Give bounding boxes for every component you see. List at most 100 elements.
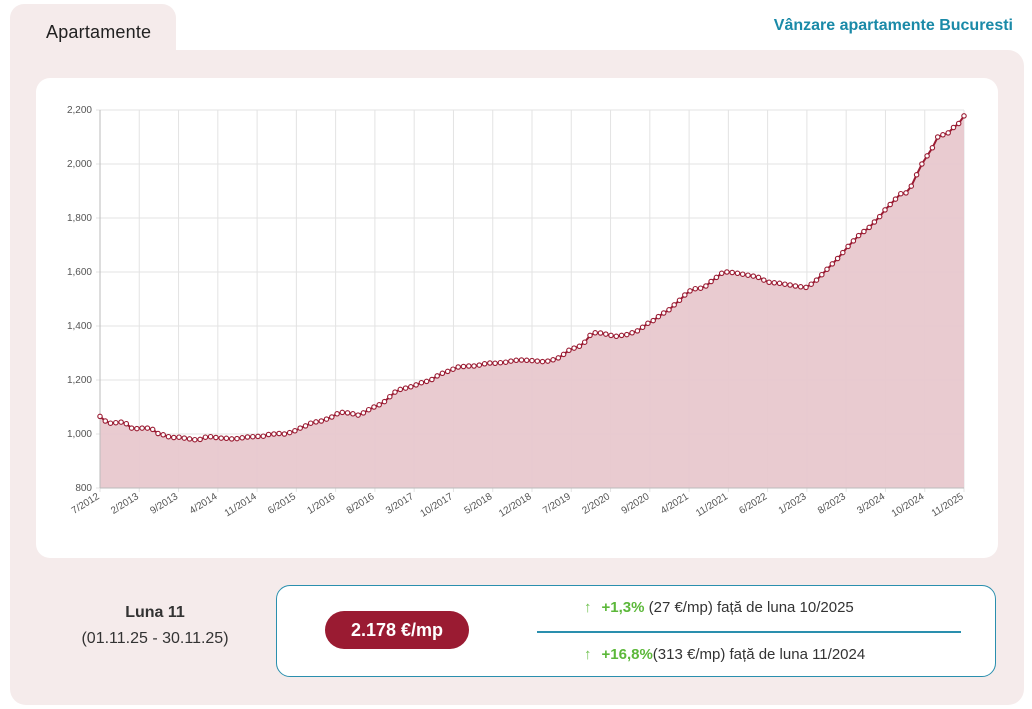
data-point bbox=[660, 310, 667, 316]
data-point bbox=[718, 270, 725, 277]
data-point bbox=[165, 433, 172, 440]
data-point bbox=[834, 255, 841, 262]
data-point bbox=[850, 238, 857, 244]
data-point bbox=[887, 201, 893, 208]
data-point bbox=[513, 357, 519, 364]
data-point bbox=[903, 190, 909, 196]
data-point bbox=[476, 362, 483, 368]
x-tick-label: 7/2019 bbox=[541, 491, 573, 517]
data-point bbox=[950, 124, 957, 131]
data-point bbox=[713, 274, 720, 281]
data-point bbox=[276, 430, 282, 437]
x-tick-label: 11/2014 bbox=[223, 491, 259, 519]
data-point bbox=[107, 420, 114, 426]
data-point bbox=[97, 413, 103, 420]
data-point bbox=[776, 280, 783, 287]
x-tick-label: 2/2013 bbox=[109, 491, 141, 517]
apartamente-tab[interactable]: Apartamente bbox=[10, 4, 176, 56]
data-point bbox=[118, 419, 124, 425]
data-point bbox=[497, 359, 504, 366]
data-point bbox=[739, 271, 746, 277]
y-tick-label: 2,000 bbox=[67, 159, 92, 170]
data-point bbox=[297, 425, 303, 431]
data-point bbox=[666, 307, 672, 313]
data-point bbox=[144, 425, 151, 431]
data-point bbox=[455, 364, 461, 370]
x-tick-label: 3/2017 bbox=[384, 491, 416, 517]
x-tick-label: 1/2023 bbox=[777, 491, 809, 517]
data-point bbox=[750, 273, 757, 279]
data-point bbox=[708, 278, 714, 285]
x-tick-label: 5/2018 bbox=[463, 491, 495, 517]
data-point bbox=[329, 414, 335, 420]
data-point bbox=[824, 266, 830, 273]
data-point bbox=[908, 183, 915, 189]
x-tick-label: 9/2013 bbox=[148, 491, 180, 517]
data-point bbox=[703, 283, 709, 289]
period-range: (01.11.25 - 30.11.25) bbox=[81, 630, 229, 647]
data-point bbox=[334, 411, 340, 417]
data-point bbox=[365, 406, 372, 413]
data-point bbox=[761, 277, 767, 283]
x-tick-label: 11/2025 bbox=[930, 491, 966, 519]
data-point bbox=[139, 425, 145, 431]
data-point bbox=[481, 361, 488, 367]
data-point bbox=[534, 358, 541, 364]
price-summary-box: 2.178 €/mp ↑ +1,3% (27 €/mp) față de luna… bbox=[276, 585, 996, 677]
data-point bbox=[861, 228, 867, 235]
data-point bbox=[355, 412, 361, 418]
data-point bbox=[197, 436, 203, 443]
data-point bbox=[892, 196, 899, 202]
data-point bbox=[371, 404, 377, 410]
data-point bbox=[244, 434, 251, 440]
data-point bbox=[650, 317, 656, 324]
sale-apartments-link[interactable]: Vânzare apartamente Bucuresti bbox=[773, 17, 1013, 34]
x-tick-label: 8/2016 bbox=[345, 491, 377, 517]
month-label: Luna 11 bbox=[125, 604, 185, 621]
x-tick-label: 4/2014 bbox=[188, 491, 220, 517]
y-tick-label: 2,200 bbox=[67, 105, 92, 116]
data-point bbox=[460, 363, 467, 370]
data-point bbox=[429, 376, 435, 383]
y-tick-label: 1,600 bbox=[67, 267, 92, 278]
data-point bbox=[176, 434, 182, 440]
data-point bbox=[186, 436, 193, 442]
data-point bbox=[439, 370, 446, 377]
data-point bbox=[302, 423, 309, 429]
data-point bbox=[876, 213, 883, 220]
data-point bbox=[866, 224, 872, 231]
monthly-change-amount: (27 €/mp) bbox=[644, 599, 713, 616]
x-tick-label: 10/2017 bbox=[419, 491, 456, 520]
data-point bbox=[402, 385, 409, 391]
data-point bbox=[265, 431, 272, 438]
y-tick-label: 1,400 bbox=[67, 321, 92, 332]
x-tick-label: 7/2012 bbox=[70, 491, 102, 517]
data-point bbox=[676, 297, 683, 304]
data-point bbox=[919, 161, 925, 167]
data-point bbox=[450, 366, 456, 372]
data-point bbox=[423, 378, 430, 385]
data-point bbox=[755, 274, 762, 281]
x-tick-label: 9/2020 bbox=[620, 491, 652, 517]
yearly-change: ↑ +16,8%(313 €/mp) față de luna 11/2024 bbox=[584, 646, 865, 663]
data-point bbox=[234, 435, 240, 442]
data-point bbox=[502, 359, 509, 365]
data-point bbox=[766, 279, 772, 286]
data-point bbox=[444, 368, 451, 375]
data-point bbox=[692, 285, 699, 292]
data-point bbox=[571, 345, 577, 351]
x-tick-label: 6/2015 bbox=[266, 491, 298, 517]
data-point bbox=[239, 435, 245, 441]
data-point bbox=[471, 363, 477, 369]
data-point bbox=[149, 426, 156, 433]
data-point bbox=[350, 411, 356, 417]
data-point bbox=[466, 363, 472, 369]
data-point bbox=[608, 332, 614, 339]
data-point bbox=[787, 282, 793, 288]
data-point bbox=[671, 302, 677, 308]
x-tick-label: 4/2021 bbox=[659, 491, 691, 517]
period-info: Luna 11 (01.11.25 - 30.11.25) bbox=[80, 600, 230, 652]
data-point bbox=[924, 153, 930, 159]
data-point bbox=[697, 285, 704, 291]
data-point bbox=[271, 431, 277, 437]
